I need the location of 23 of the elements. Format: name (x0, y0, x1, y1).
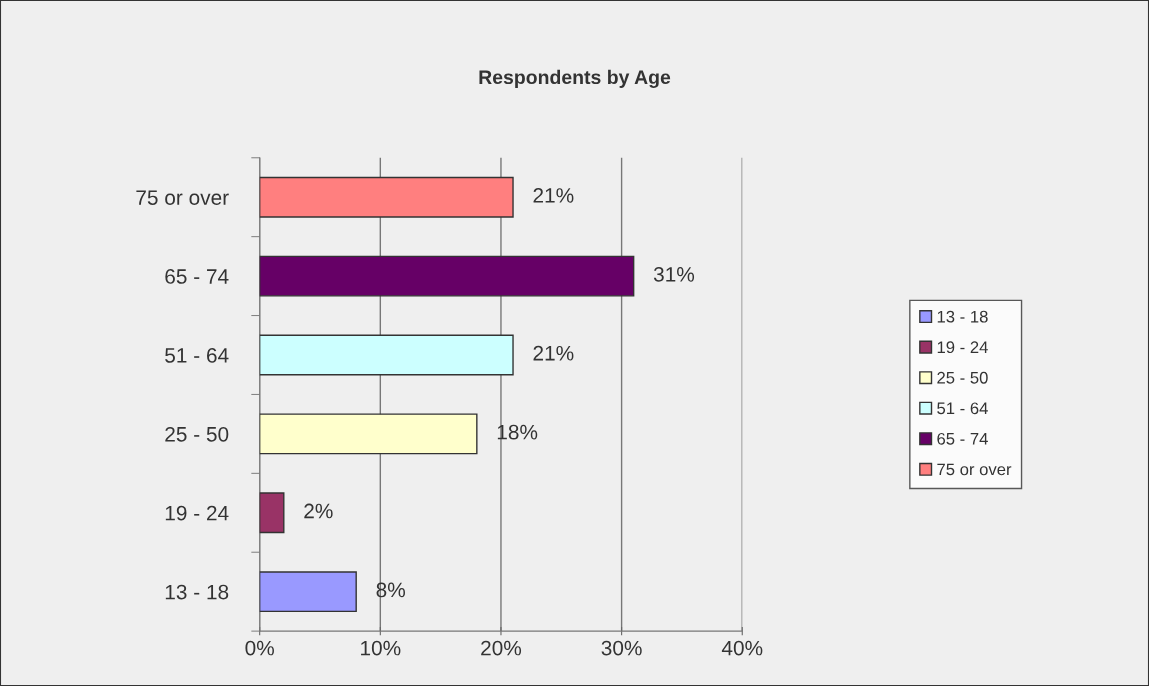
legend-label: 75 or over (937, 463, 1012, 476)
data-label: 2% (304, 503, 333, 519)
y-tick-label: 75 or over (136, 190, 229, 205)
legend-label: 51 - 64 (937, 402, 988, 415)
x-tick-label: 20% (481, 640, 522, 656)
y-tick-label: 13 - 18 (165, 584, 229, 600)
legend-label: 13 - 18 (937, 310, 988, 323)
data-label: 31% (653, 266, 695, 282)
x-tick-label: 10% (361, 640, 401, 656)
y-tick-label: 25 - 50 (165, 426, 229, 442)
x-tick-label: 30% (601, 640, 642, 656)
data-label: 21% (533, 345, 574, 361)
data-label: 21% (533, 188, 574, 203)
legend-label: 19 - 24 (937, 341, 988, 354)
data-label: 18% (497, 424, 538, 440)
legend-label: 25 - 50 (937, 371, 988, 384)
x-tick-label: 40% (721, 640, 763, 656)
chart-title: Respondents by Age (479, 69, 671, 88)
y-tick-label: 19 - 24 (165, 505, 229, 521)
y-tick-label: 51 - 64 (165, 348, 229, 363)
x-tick-label: 0% (245, 640, 274, 656)
y-tick-label: 65 - 74 (165, 269, 229, 284)
legend-label: 65 - 74 (937, 432, 988, 445)
